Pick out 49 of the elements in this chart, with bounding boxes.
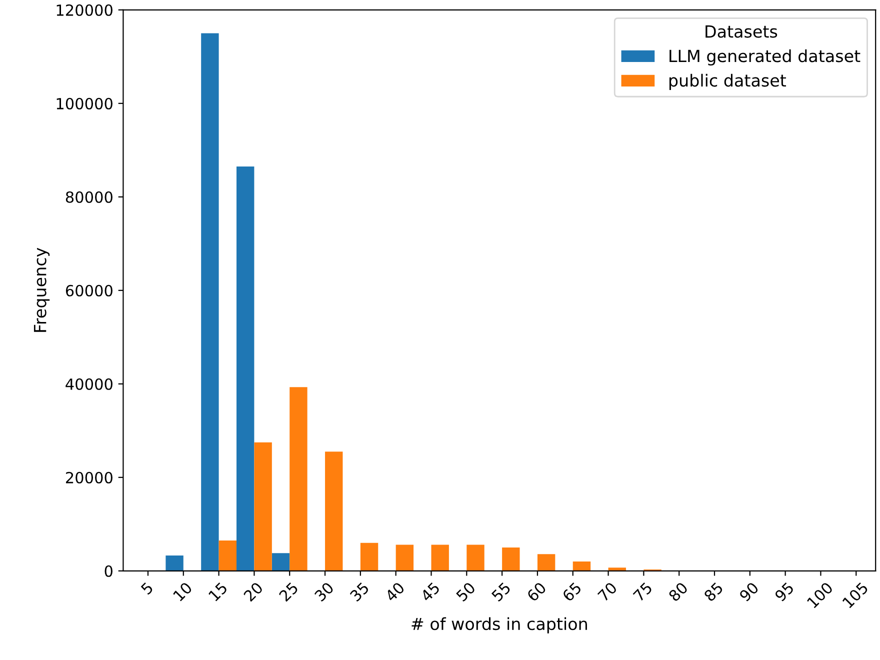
legend-label: LLM generated dataset [670,49,860,66]
x-tick-label: 5 [140,582,154,596]
x-tick-label: 75 [632,582,653,602]
x-tick-label: 60 [526,582,547,602]
x-tick-label: 95 [774,582,794,602]
x-tick-label: 80 [668,582,688,602]
bar [272,553,290,571]
x-tick-label: 15 [208,582,228,602]
x-tick-label: 70 [597,582,618,602]
bar [396,544,414,571]
bar [290,387,308,571]
x-tick-label: 45 [420,582,440,602]
bar [466,544,484,571]
y-tick-label: 100000 [56,98,112,110]
y-tick-label: 0 [104,565,112,577]
y-tick-label: 120000 [56,4,112,16]
x-tick-label: 90 [738,582,760,602]
x-tick-label: 100 [806,582,834,608]
bar [608,568,626,571]
x-tick-label: 25 [278,582,299,602]
legend-title: Datasets [706,25,778,38]
x-tick-label: 105 [842,582,869,608]
x-tick-label: 85 [703,582,724,602]
x-tick-label: 10 [172,582,193,602]
bar [502,548,520,571]
y-axis-title: Frequency [34,248,50,332]
bar [431,544,449,571]
bar [201,33,219,571]
bar [360,542,378,571]
bar [218,540,237,571]
bar [537,554,556,571]
y-tick-label: 60000 [66,284,112,296]
x-axis-title: # of words in caption [412,617,587,634]
x-tick-label: 50 [456,582,476,602]
y-tick-label: 80000 [66,191,112,203]
x-tick-label: 30 [314,582,334,602]
bar [166,555,184,571]
x-tick-label: 20 [243,582,264,602]
x-tick-label: 35 [349,582,370,602]
x-tick-label: 55 [491,582,512,602]
bar [572,562,591,571]
bar [236,166,254,571]
legend-label: public dataset [669,74,786,90]
bar [254,442,272,571]
x-tick-label: 40 [384,582,406,602]
bar [325,452,343,571]
y-tick-label: 40000 [66,378,112,390]
y-tick-label: 20000 [66,472,112,484]
x-tick-label: 65 [562,582,582,602]
